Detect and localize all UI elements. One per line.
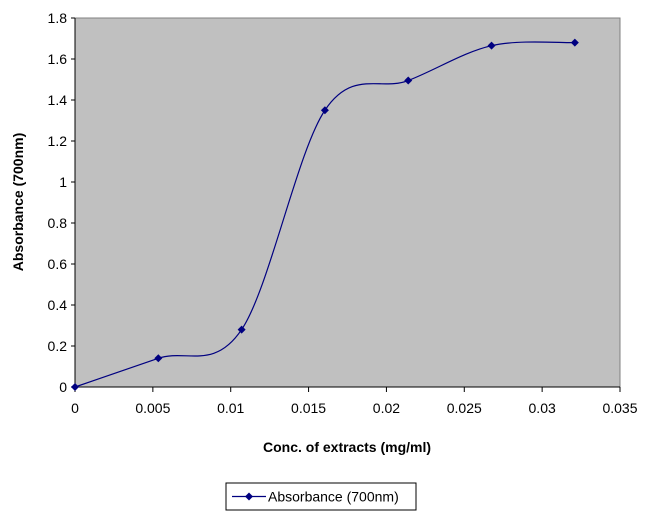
x-tick-label: 0.005 (135, 400, 170, 416)
data-point-marker (154, 354, 163, 363)
data-point-marker (237, 325, 246, 334)
x-axis-title: Conc. of extracts (mg/ml) (263, 439, 431, 455)
y-tick-label: 0 (59, 379, 67, 395)
x-tick-label: 0.015 (291, 400, 326, 416)
plot-area (74, 17, 621, 388)
y-tick-label: 0.6 (48, 256, 68, 272)
x-tick-label: 0.02 (373, 400, 400, 416)
legend-label: Absorbance (700nm) (268, 489, 399, 505)
data-point-marker (71, 383, 79, 391)
x-axis-ticks: 0 0.005 0.01 0.015 0.02 0.025 0.03 0.035 (71, 387, 638, 416)
x-tick-label: 0.01 (217, 400, 244, 416)
y-tick-label: 0.4 (48, 297, 68, 313)
y-axis-title: Absorbance (700nm) (10, 133, 26, 271)
x-tick-label: 0.025 (447, 400, 482, 416)
x-tick-label: 0 (71, 400, 79, 416)
y-tick-label: 1 (59, 174, 67, 190)
data-point-marker (404, 76, 413, 85)
y-tick-label: 1.6 (48, 51, 68, 67)
data-point-marker (487, 41, 496, 50)
y-tick-label: 1.2 (48, 133, 68, 149)
x-tick-label: 0.035 (602, 400, 637, 416)
y-tick-label: 1.4 (48, 92, 68, 108)
data-point-marker (320, 106, 329, 115)
y-axis-ticks: 0 0.2 0.4 0.6 0.8 1 1.2 1.4 1.6 1.8 (48, 10, 75, 395)
x-tick-label: 0.03 (529, 400, 556, 416)
data-point-marker (570, 38, 579, 47)
y-tick-label: 0.8 (48, 215, 68, 231)
legend-marker (245, 492, 253, 501)
y-tick-label: 0.2 (48, 338, 68, 354)
y-tick-label: 1.8 (48, 10, 68, 26)
series-layer (71, 38, 579, 391)
legend: Absorbance (700nm) (225, 482, 417, 511)
